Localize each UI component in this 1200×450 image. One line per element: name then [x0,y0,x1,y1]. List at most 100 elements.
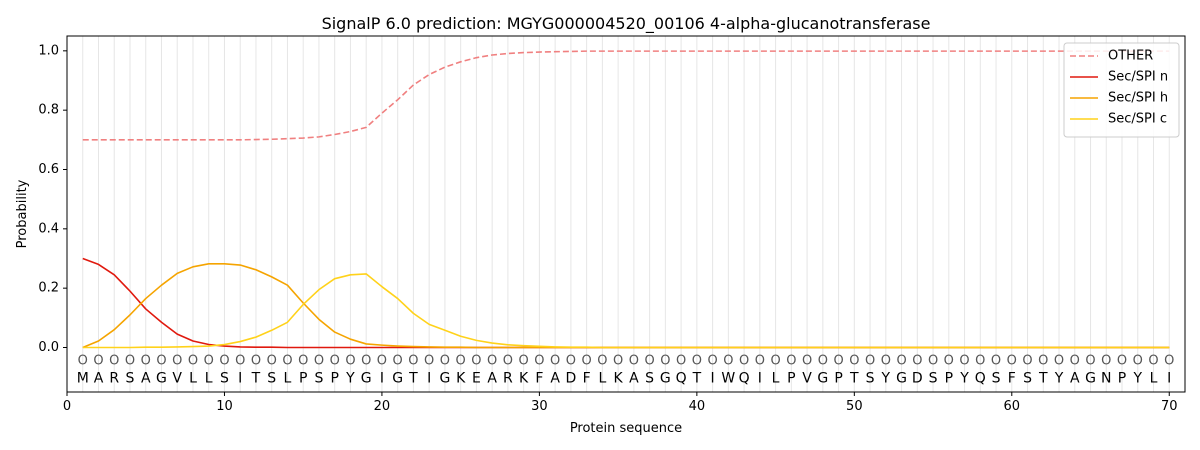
region-label: O [755,353,765,368]
region-label: O [1070,353,1080,368]
residue-label: S [929,371,938,387]
region-label: O [487,353,497,368]
region-label: O [849,353,859,368]
residue-label: Y [1132,371,1142,387]
residue-label: Y [881,371,891,387]
region-label: O [172,353,182,368]
region-label: O [141,353,151,368]
region-label: O [204,353,214,368]
region-label: O [928,353,938,368]
residue-label: G [361,371,372,387]
region-label: O [219,353,229,368]
region-label: O [896,353,906,368]
x-axis-ticks: 0 10 20 30 40 50 60 70 [63,392,1178,414]
region-label: O [93,353,103,368]
residue-label: A [141,371,151,387]
residue-label: W [721,371,735,387]
residue-label: S [314,371,323,387]
residue-label: G [156,371,167,387]
region-label: O [818,353,828,368]
chart-title: SignalP 6.0 prediction: MGYG000004520_00… [322,14,931,34]
region-label: O [597,353,607,368]
y-axis-title: Probability [15,179,30,248]
x-tick-label: 60 [1004,399,1021,414]
region-label: O [125,353,135,368]
residue-labels: OMOAOROSOAOGOVOLOLOSOIOTOSOLOPOSOPOYOGOI… [77,353,1175,386]
region-label: O [519,353,529,368]
region-label: O [330,353,340,368]
residue-label: M [77,371,89,387]
legend-label: Sec/SPI c [1108,112,1167,127]
residue-label: T [849,371,859,387]
residue-label: G [896,371,907,387]
vertical-grid [82,36,1170,392]
region-label: O [345,353,355,368]
residue-label: S [645,371,654,387]
region-label: O [456,353,466,368]
region-label: O [833,353,843,368]
residue-label: K [519,371,529,387]
region-label: O [503,353,513,368]
residue-label: N [1101,371,1111,387]
legend-label: Sec/SPI h [1108,91,1168,106]
region-label: O [660,353,670,368]
region-label: O [471,353,481,368]
y-tick-label: 0.6 [38,162,59,177]
region-label: O [314,353,324,368]
residue-label: T [251,371,261,387]
residue-label: S [1023,371,1032,387]
residue-label: L [284,371,292,387]
region-label: O [676,353,686,368]
region-label: O [944,353,954,368]
region-label: O [440,353,450,368]
residue-label: F [583,371,591,387]
residue-label: P [330,371,338,387]
residue-label: P [1118,371,1126,387]
residue-label: V [802,371,812,387]
x-axis-title: Protein sequence [570,421,682,436]
region-label: O [959,353,969,368]
residue-label: A [94,371,104,387]
x-tick-label: 10 [216,399,233,414]
residue-label: T [692,371,702,387]
residue-label: P [787,371,795,387]
legend-box [1063,42,1180,138]
x-tick-label: 50 [846,399,863,414]
residue-label: I [758,371,762,387]
region-label: O [865,353,875,368]
x-tick-label: 20 [374,399,391,414]
region-label: O [298,353,308,368]
residue-label: Q [676,371,687,387]
region-label: O [802,353,812,368]
residue-label: L [772,371,780,387]
plot-frame [66,35,1186,393]
region-label: O [629,353,639,368]
region-label: O [613,353,623,368]
region-label: O [1101,353,1111,368]
x-tick-label: 30 [531,399,548,414]
region-label: O [1022,353,1032,368]
residue-label: Q [975,371,986,387]
residue-label: Y [345,371,355,387]
region-label: O [1038,353,1048,368]
region-label: O [991,353,1001,368]
residue-label: I [380,371,384,387]
region-label: O [550,353,560,368]
region-label: O [707,353,717,368]
y-axis-ticks: 0.0 0.2 0.4 0.6 0.8 1.0 [38,43,67,355]
y-tick-label: 0.0 [38,340,59,355]
residue-label: G [439,371,450,387]
region-label: O [1007,353,1017,368]
residue-label: K [614,371,624,387]
region-label: O [534,353,544,368]
residue-label: D [565,371,576,387]
region-label: O [78,353,88,368]
region-label: O [1164,353,1174,368]
region-label: O [1133,353,1143,368]
residue-label: Y [959,371,969,387]
residue-label: G [392,371,403,387]
series-line [82,273,1170,349]
residue-label: F [535,371,543,387]
